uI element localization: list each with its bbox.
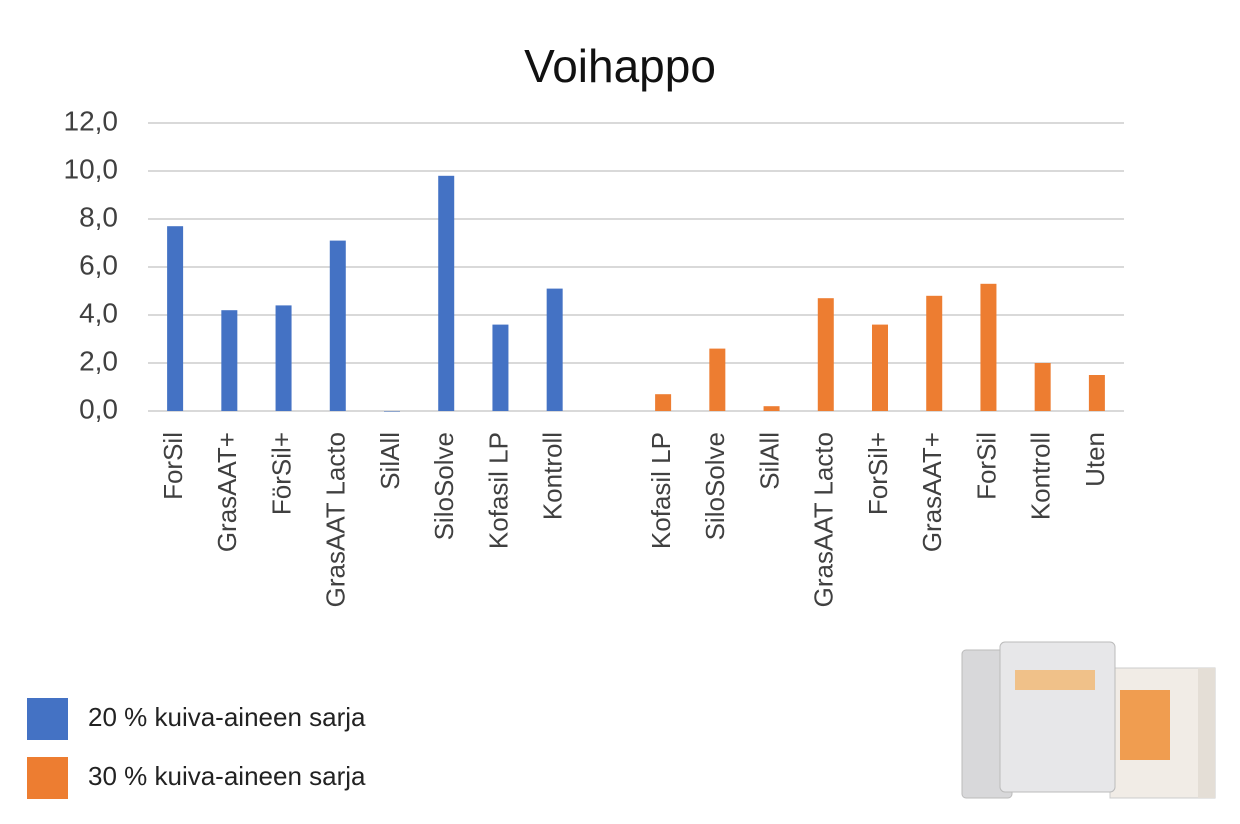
legend-swatch (27, 698, 68, 740)
y-tick-label: 10,0 (64, 153, 119, 184)
bar (709, 348, 726, 411)
x-tick-label: ForSil (971, 432, 1001, 500)
x-tick-label: Kontroll (538, 432, 568, 520)
x-tick-label: SiloSolve (429, 432, 459, 540)
bar (980, 283, 997, 411)
bar (817, 298, 834, 411)
x-tick-label: Kontroll (1026, 432, 1056, 520)
y-tick-label: 6,0 (79, 249, 118, 280)
x-tick-label: Kofasil LP (483, 432, 513, 549)
y-tick-label: 0,0 (79, 393, 118, 424)
x-tick-label: SiloSolve (700, 432, 730, 540)
bar (492, 324, 509, 411)
y-tick-label: 2,0 (79, 345, 118, 376)
x-tick-label: Uten (1080, 432, 1110, 487)
bar (926, 295, 943, 411)
chart-title: Voihappo (524, 40, 716, 92)
x-tick-label: GrasAAT+ (212, 432, 242, 552)
legend-swatch (27, 757, 68, 799)
x-tick-label: ForSil+ (863, 432, 893, 515)
y-tick-label: 4,0 (79, 297, 118, 328)
x-tick-label: SilAll (754, 432, 784, 490)
x-tick-label: ForSil (158, 432, 188, 500)
bar (763, 406, 780, 411)
bar (655, 394, 672, 411)
bar (438, 175, 455, 411)
y-tick-label: 12,0 (64, 105, 119, 136)
bar (384, 411, 400, 412)
bar (167, 226, 184, 411)
bar (221, 310, 238, 411)
x-tick-label: GrasAAT Lacto (809, 432, 839, 607)
bar (1088, 375, 1105, 411)
x-tick-label: GrasAAT Lacto (321, 432, 351, 607)
bar (275, 305, 292, 411)
x-tick-label: GrasAAT+ (917, 432, 947, 552)
legend-label: 20 % kuiva-aineen sarja (88, 702, 366, 732)
bar (329, 240, 346, 411)
legend-label: 30 % kuiva-aineen sarja (88, 761, 366, 791)
x-tick-label: FörSil+ (266, 432, 296, 515)
y-tick-label: 8,0 (79, 201, 118, 232)
x-tick-label: Kofasil LP (646, 432, 676, 549)
bar (872, 324, 888, 411)
product-image (961, 641, 1216, 799)
x-tick-label: SilAll (375, 432, 405, 490)
bar (1034, 363, 1051, 411)
bar (546, 288, 563, 411)
